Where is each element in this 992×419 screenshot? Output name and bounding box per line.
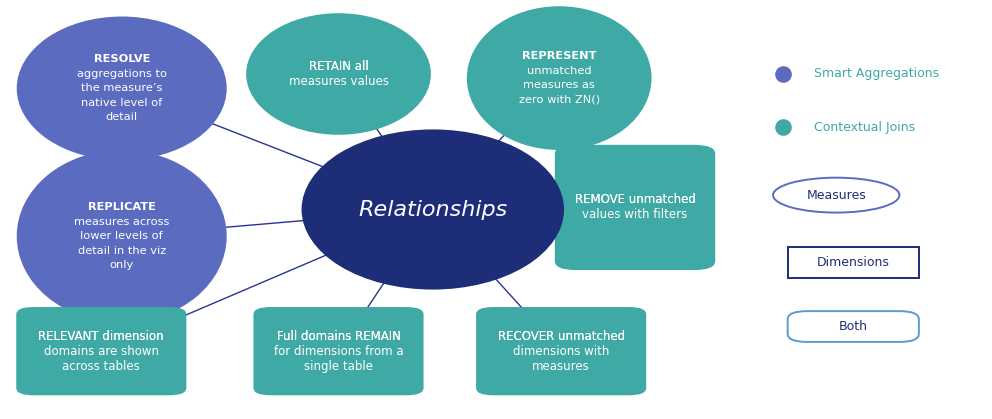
Text: measures as: measures as (524, 80, 595, 91)
Point (775, 124, 791, 131)
FancyBboxPatch shape (476, 307, 646, 395)
Text: for dimensions from a: for dimensions from a (274, 345, 404, 358)
Text: lower levels of: lower levels of (80, 231, 163, 241)
Text: Full domains REMAIN: Full domains REMAIN (277, 330, 401, 343)
Text: native level of: native level of (81, 98, 163, 108)
Ellipse shape (246, 13, 431, 135)
Text: RETAIN all: RETAIN all (309, 60, 368, 73)
Ellipse shape (17, 150, 227, 323)
Text: the measure’s: the measure’s (81, 83, 163, 93)
Text: dimensions with: dimensions with (513, 345, 609, 358)
Ellipse shape (773, 178, 900, 212)
Text: Dimensions: Dimensions (816, 256, 890, 269)
Text: RELEVANT dimension: RELEVANT dimension (39, 330, 164, 343)
Text: RECOVER unmatched: RECOVER unmatched (498, 330, 625, 343)
Text: domains are shown: domains are shown (44, 345, 159, 358)
Text: REPLICATE: REPLICATE (87, 202, 156, 212)
Text: aggregations to: aggregations to (76, 69, 167, 79)
Ellipse shape (302, 129, 564, 290)
Text: RELEVANT dimension: RELEVANT dimension (39, 330, 164, 343)
FancyBboxPatch shape (555, 145, 715, 270)
Text: Full domains REMAIN: Full domains REMAIN (277, 330, 401, 343)
Text: unmatched: unmatched (527, 66, 591, 76)
Text: zero with ZN(): zero with ZN() (519, 95, 600, 105)
Text: REMOVE unmatched: REMOVE unmatched (574, 194, 695, 207)
Text: only: only (109, 260, 134, 270)
FancyBboxPatch shape (788, 248, 919, 278)
Ellipse shape (467, 6, 652, 150)
Ellipse shape (17, 16, 227, 160)
Text: RETAIN all: RETAIN all (309, 60, 368, 73)
Text: REPRESENT: REPRESENT (522, 52, 596, 61)
FancyBboxPatch shape (788, 311, 919, 342)
Text: measures values: measures values (289, 75, 389, 88)
Text: Both: Both (839, 320, 868, 333)
Text: detail: detail (106, 112, 138, 122)
Text: Measures: Measures (806, 189, 866, 202)
FancyBboxPatch shape (16, 307, 186, 395)
Text: RECOVER unmatched: RECOVER unmatched (498, 330, 625, 343)
Text: Contextual Joins: Contextual Joins (813, 121, 915, 134)
Text: single table: single table (304, 360, 373, 373)
Point (775, 71, 791, 78)
Text: measures: measures (533, 360, 590, 373)
Text: measures across: measures across (74, 217, 170, 227)
Text: values with filters: values with filters (582, 209, 687, 222)
Text: detail in the viz: detail in the viz (77, 246, 166, 256)
Text: REMOVE unmatched: REMOVE unmatched (574, 194, 695, 207)
Text: across tables: across tables (62, 360, 140, 373)
Text: Smart Aggregations: Smart Aggregations (813, 67, 939, 80)
Text: RESOLVE: RESOLVE (93, 54, 150, 65)
Text: Relationships: Relationships (358, 199, 508, 220)
FancyBboxPatch shape (253, 307, 424, 395)
